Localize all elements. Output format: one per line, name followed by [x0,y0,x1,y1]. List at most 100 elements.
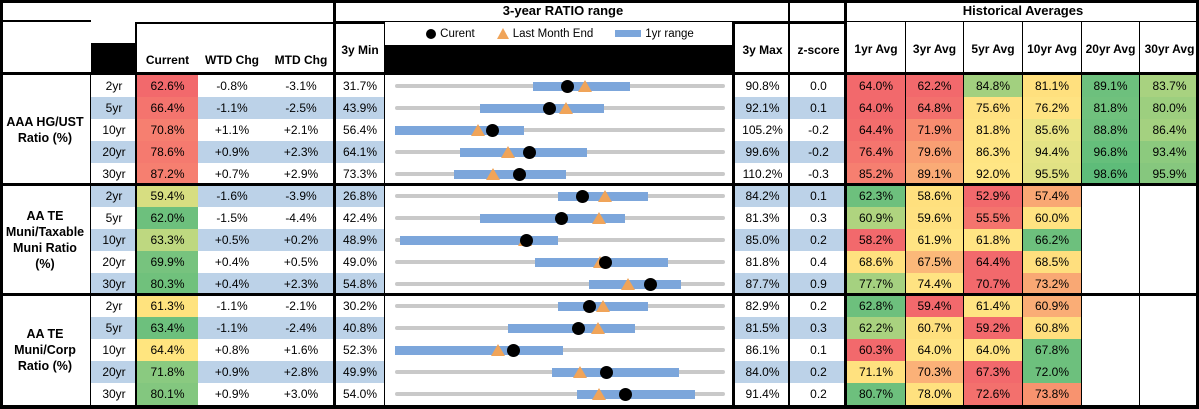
wtd-chg-cell: +0.9% [198,383,266,405]
tenor-cell: 20yr [91,251,137,273]
avg-cell-empty [1082,361,1140,383]
wtd-chg-cell: +0.8% [198,339,266,361]
last-month-end-marker [559,102,574,114]
mtd-chg-cell: +2.1% [266,119,336,141]
header-divider [0,72,1199,75]
last-month-end-marker [591,212,606,224]
range-chart [385,383,735,405]
current-cell: 63.4% [137,317,198,339]
1yr-range-bar [551,367,679,377]
mtd-chg-col-header: MTD Chg [274,53,328,67]
avg-cell: 95.5% [1023,163,1082,185]
10yr-avg-col-header: 10yr Avg [1023,22,1082,75]
range-chart [385,97,735,119]
current-cell: 62.6% [137,75,198,97]
current-cell: 80.3% [137,273,198,295]
legend-1yr-range-label: 1yr range [645,27,694,40]
avg-cell: 58.6% [906,185,964,207]
avg-cell: 64.0% [906,339,964,361]
avg-cell: 57.4% [1023,185,1082,207]
range-chart [385,295,735,317]
range-chart [385,75,735,97]
legend-black-bar [385,45,735,75]
1yr-range-bar [395,125,525,135]
chart-max-divider [732,22,735,405]
wtd-chg-cell: +0.9% [198,141,266,163]
3y-max-cell: 82.9% [735,295,790,317]
3y-max-cell: 86.1% [735,339,790,361]
z-score-cell: 0.2 [790,295,847,317]
z-score-cell: 0.1 [790,339,847,361]
avg-cell: 73.8% [1023,383,1082,405]
3y-min-cell: 54.8% [336,273,385,295]
avg-cell: 92.0% [964,163,1023,185]
1yr-avg-col-header: 1yr Avg [847,22,906,75]
current-col-header: Current [145,53,190,67]
1yr-range-bar [507,323,635,333]
avg-cell: 80.7% [847,383,906,405]
mtd-chg-cell: -2.1% [266,295,336,317]
z-score-col-header: z-score [790,22,847,75]
avg-cell: 60.0% [1023,207,1082,229]
wtd-chg-cell: -1.1% [198,295,266,317]
mtd-chg-cell: +2.9% [266,163,336,185]
3y-range-track [395,392,725,396]
3y-range-track [395,238,725,242]
3y-min-cell: 26.8% [336,185,385,207]
avg-cell-empty [1140,361,1199,383]
range-chart [385,229,735,251]
range-chart [385,361,735,383]
range-chart [385,185,735,207]
z-score-cell: 0.3 [790,207,847,229]
avg-cell-empty [1140,339,1199,361]
avg-cell: 96.8% [1082,141,1140,163]
3y-max-cell: 81.3% [735,207,790,229]
z-score-cell: 0.2 [790,229,847,251]
ratio-range-title: 3-year RATIO range [336,0,790,22]
3y-min-cell: 64.1% [336,141,385,163]
current-dot [512,167,526,181]
avg-cell: 62.2% [847,317,906,339]
avg-cell: 66.2% [1023,229,1082,251]
current-dot [598,255,612,269]
range-chart [385,339,735,361]
tenor-cell: 2yr [91,75,137,97]
current-cell: 59.4% [137,185,198,207]
border-left [0,0,3,409]
last-month-end-marker [591,388,606,400]
avg-cell: 71.9% [906,119,964,141]
last-month-end-marker [572,366,587,378]
chart-legend: Curent Last Month End 1yr range [385,22,735,45]
1yr-range-bar [479,213,625,223]
tenor-cell: 20yr [91,361,137,383]
avg-cell-empty [1082,339,1140,361]
range-chart-header: Curent Last Month End 1yr range [385,22,735,75]
avg-cell: 60.9% [1023,295,1082,317]
avg-cell: 72.6% [964,383,1023,405]
avg-cell: 88.8% [1082,119,1140,141]
border-top [0,0,1199,3]
3y-max-cell: 87.7% [735,273,790,295]
legend-last-month-end-label: Last Month End [512,27,594,40]
z-score-cell: -0.2 [790,119,847,141]
wtd-chg-cell: +0.4% [198,273,266,295]
3y-max-cell: 84.0% [735,361,790,383]
range-chart [385,119,735,141]
avg-cell: 71.1% [847,361,906,383]
tenor-cell: 5yr [91,207,137,229]
1yr-range-bar [588,279,681,289]
last-month-end-marker [486,168,501,180]
tenor-cell: 2yr [91,185,137,207]
legend-last-month-end-triangle-icon [496,28,509,39]
black-fill [91,43,137,75]
avg-cell: 98.6% [1082,163,1140,185]
avg-cell: 77.7% [847,273,906,295]
wtd-chg-cell: +0.9% [198,361,266,383]
section-label: AAA HG/UST Ratio (%) [0,75,91,185]
avg-cell: 93.4% [1140,141,1199,163]
header-blank [0,22,91,75]
3y-min-cell: 56.4% [336,119,385,141]
20yr-avg-col-header: 20yr Avg [1082,22,1140,75]
3y-max-cell: 92.1% [735,97,790,119]
3y-range-track [395,282,725,286]
